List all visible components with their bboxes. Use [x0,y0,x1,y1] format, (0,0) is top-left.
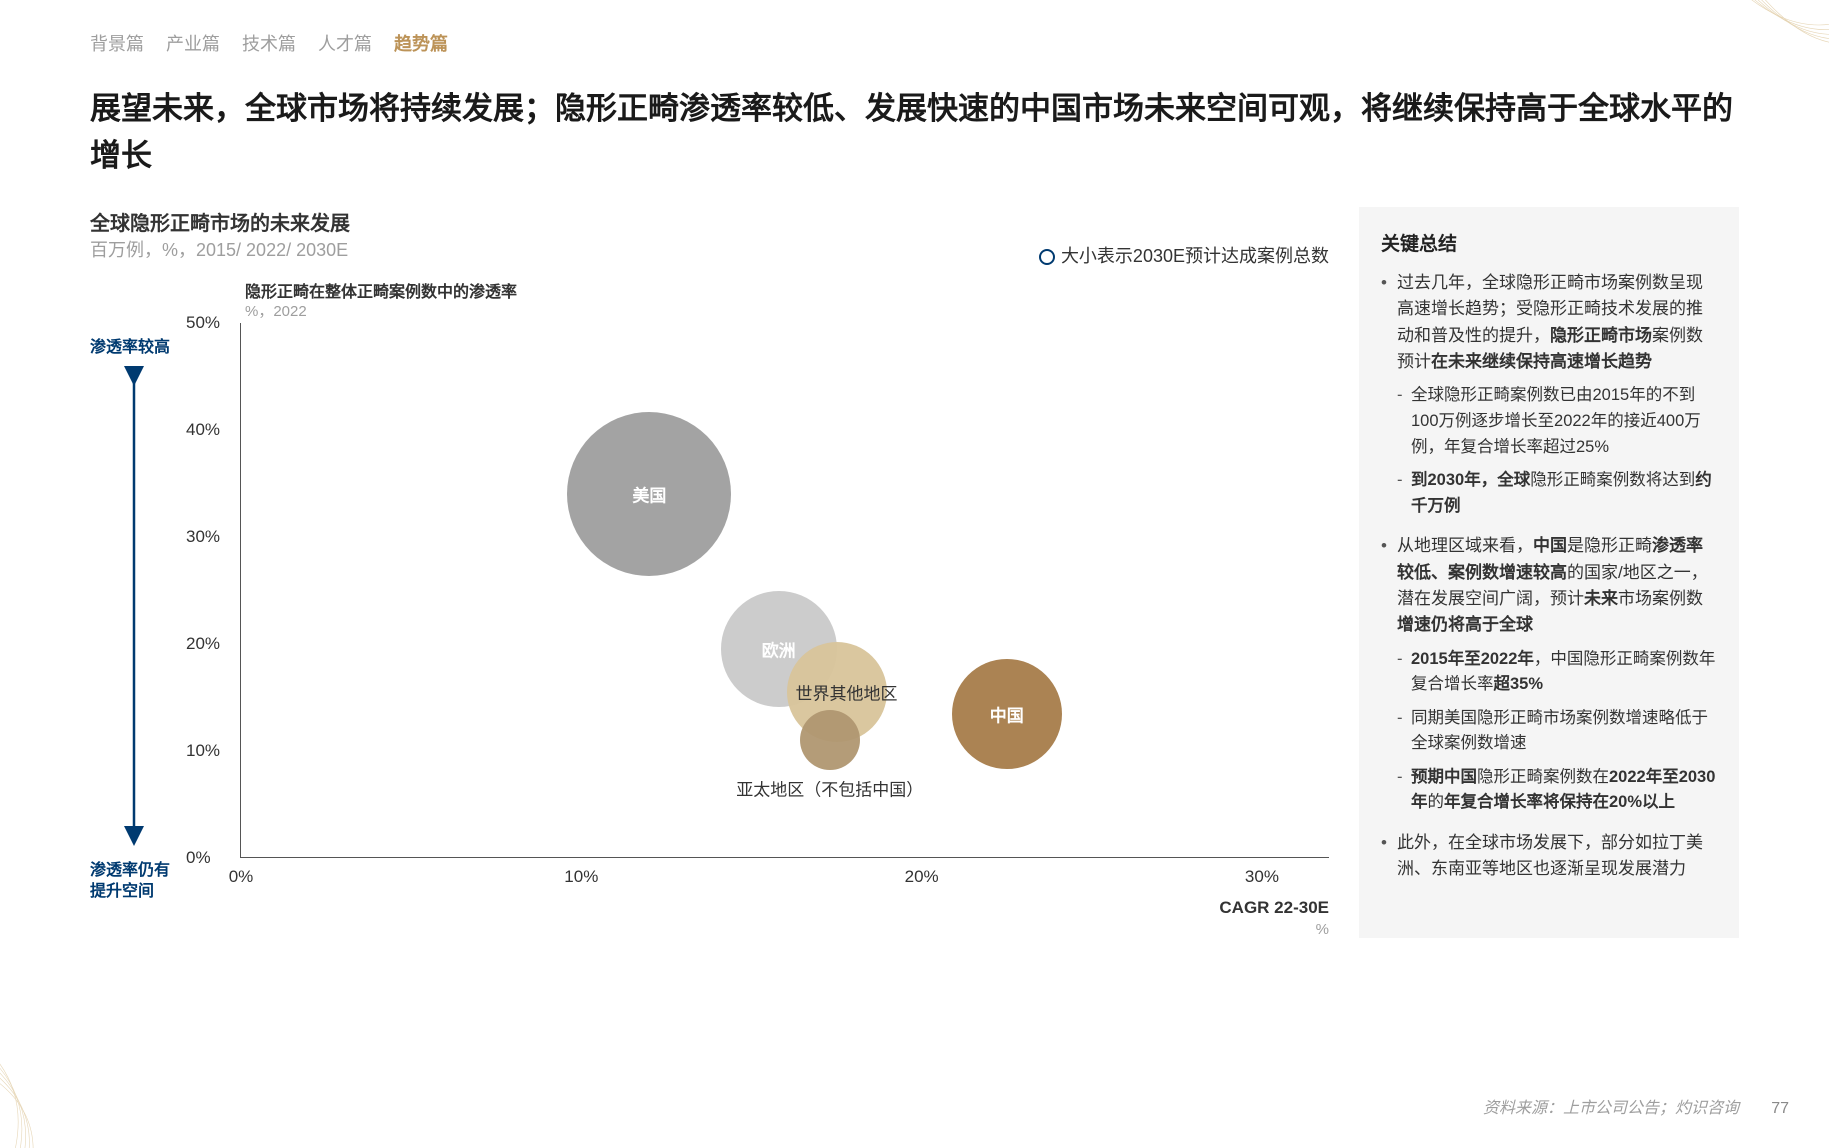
y-tick: 20% [186,634,220,654]
bubble-label: 中国 [990,701,1024,726]
x-tick: 20% [905,867,939,887]
arrow-bottom-label: 渗透率仍有提升空间 [90,861,170,903]
y-tick: 40% [186,420,220,440]
nav-tab[interactable]: 产业篇 [166,34,220,54]
chart-subtitle: 百万例，%，2015/ 2022/ 2030E [90,236,350,262]
chart-area: 全球隐形正畸市场的未来发展 百万例，%，2015/ 2022/ 2030E 大小… [90,207,1329,938]
legend-note-text: 大小表示2030E预计达成案例总数 [1061,246,1329,266]
decoration-bottom-left [0,988,120,1148]
x-axis-label: CAGR 22-30E [1219,898,1329,918]
chart-wrap: 隐形正畸在整体正畸案例数中的渗透率 %，2022 渗透率较高 渗透率仍有提升空间 [90,278,1329,938]
x-tick: 30% [1245,867,1279,887]
bubble-label: 世界其他地区 [796,680,898,705]
summary-item: 从地理区域来看，中国是隐形正畸渗透率较低、案例数增速较高的国家/地区之一，潜在发… [1381,533,1717,816]
nav-tab[interactable]: 人才篇 [318,34,372,54]
chart-title: 全球隐形正畸市场的未来发展 [90,207,350,236]
bubble-plot: 0%10%20%30%40%50%0%10%20%30%美国欧洲世界其他地区亚太… [240,323,1329,858]
bubble-亚太地区（不包括中国） [800,710,860,770]
nav-tab[interactable]: 技术篇 [242,34,296,54]
nav-tabs: 背景篇 产业篇 技术篇 人才篇 趋势篇 [90,30,1739,56]
sidebar-title: 关键总结 [1381,229,1717,256]
y-tick: 50% [186,313,220,333]
y-tick: 10% [186,741,220,761]
nav-tab[interactable]: 背景篇 [90,34,144,54]
legend-note: 大小表示2030E预计达成案例总数 [1039,242,1329,268]
key-summary-panel: 关键总结 过去几年，全球隐形正畸市场案例数呈现高速增长趋势；受隐形正畸技术发展的… [1359,207,1739,938]
summary-sub-item: 预期中国隐形正畸案例数在2022年至2030年的年复合增长率将保持在20%以上 [1397,765,1717,816]
legend-circle-icon [1039,249,1055,265]
double-arrow-icon [124,366,144,846]
page-number: 77 [1771,1100,1789,1118]
x-tick: 0% [229,867,254,887]
summary-sub-item: 2015年至2022年，中国隐形正畸案例数年复合增长率超35% [1397,647,1717,698]
summary-sub-item: 同期美国隐形正畸市场案例数增速略低于全球案例数增速 [1397,706,1717,757]
content-row: 全球隐形正畸市场的未来发展 百万例，%，2015/ 2022/ 2030E 大小… [90,207,1739,938]
source-footer: 资料来源：上市公司公告；灼识咨询 [1483,1094,1739,1118]
bubble-label: 亚太地区（不包括中国） [736,776,923,801]
nav-tab[interactable]: 趋势篇 [394,34,448,54]
y-axis-title: 隐形正畸在整体正畸案例数中的渗透率 [245,278,517,302]
summary-sub-item: 到2030年，全球隐形正畸案例数将达到约千万例 [1397,468,1717,519]
page-title: 展望未来，全球市场将持续发展；隐形正畸渗透率较低、发展快速的中国市场未来空间可观… [90,86,1739,179]
page: 背景篇 产业篇 技术篇 人才篇 趋势篇 展望未来，全球市场将持续发展；隐形正畸渗透率较低… [0,0,1829,1148]
y-tick: 30% [186,527,220,547]
summary-item: 过去几年，全球隐形正畸市场案例数呈现高速增长趋势；受隐形正畸技术发展的推动和普及… [1381,270,1717,519]
y-axis-sub: %，2022 [245,300,307,321]
summary-item: 此外，在全球市场发展下，部分如拉丁美洲、东南亚等地区也逐渐呈现发展潜力 [1381,830,1717,883]
sidebar-list: 过去几年，全球隐形正畸市场案例数呈现高速增长趋势；受隐形正畸技术发展的推动和普及… [1381,270,1717,883]
arrow-top-label: 渗透率较高 [90,333,170,357]
penetration-arrow: 渗透率较高 渗透率仍有提升空间 [90,338,180,888]
bubble-label: 美国 [632,482,666,507]
y-tick: 0% [186,848,211,868]
summary-sub-item: 全球隐形正畸案例数已由2015年的不到100万例逐步增长至2022年的接近400… [1397,383,1717,460]
x-tick: 10% [564,867,598,887]
bubble-label: 欧洲 [762,637,796,662]
x-axis-sub: % [1316,921,1329,938]
